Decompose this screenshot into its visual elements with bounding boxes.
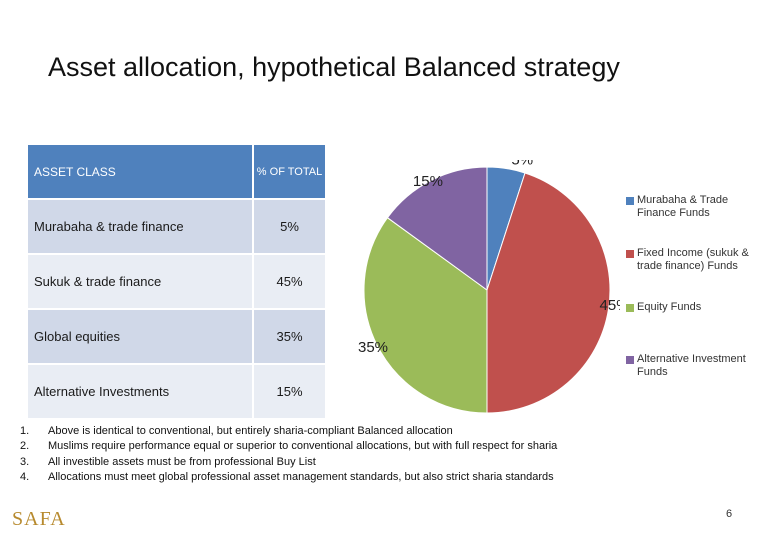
legend-swatch — [626, 197, 634, 205]
note-item: 3. All investible assets must be from pr… — [20, 455, 557, 470]
legend-item: Alternative Investment Funds — [626, 353, 759, 379]
legend-item: Murabaha & Trade Finance Funds — [626, 194, 759, 220]
pie-slice — [386, 166, 488, 291]
legend-label: Equity Funds — [637, 301, 702, 313]
slide-title: Asset allocation, hypothetical Balanced … — [48, 52, 620, 82]
pie-slice — [486, 172, 611, 414]
table-header-row: ASSET CLASS % OF TOTAL — [28, 145, 325, 199]
header-asset-class: ASSET CLASS — [28, 145, 254, 199]
note-item: 1. Above is identical to conventional, b… — [20, 424, 557, 439]
notes-list: 1. Above is identical to conventional, b… — [20, 424, 557, 485]
header-percent-of-total: % OF TOTAL — [253, 145, 325, 199]
legend-item: Fixed Income (sukuk & trade finance) Fun… — [626, 247, 759, 273]
note-text: Allocations must meet global professiona… — [48, 470, 554, 483]
legend-item: Equity Funds — [626, 301, 759, 314]
note-number: 2. — [20, 440, 30, 453]
legend-swatch — [626, 250, 634, 258]
asset-class-cell: Global equities — [28, 308, 254, 364]
legend-swatch — [626, 304, 634, 312]
legend-label: Fixed Income (sukuk & trade finance) Fun… — [637, 247, 749, 272]
legend-label: Murabaha & Trade Finance Funds — [637, 194, 729, 219]
note-number: 4. — [20, 470, 30, 483]
table-row: Global equities 35% — [28, 308, 325, 364]
pie-slice — [363, 217, 488, 414]
note-number: 3. — [20, 455, 30, 468]
slice-value-label: 15% — [413, 173, 443, 190]
safa-logo: SAFA — [12, 508, 66, 530]
note-text: Muslims require performance equal or sup… — [48, 440, 558, 453]
legend-label: Alternative Investment Funds — [637, 353, 746, 378]
percent-cell: 45% — [253, 253, 325, 309]
asset-class-cell: Sukuk & trade finance — [28, 253, 254, 309]
legend-swatch — [626, 356, 634, 364]
note-text: All investible assets must be from profe… — [48, 455, 316, 468]
slice-value-label: 45% — [600, 297, 620, 314]
page-number: 6 — [726, 508, 733, 520]
slice-value-label: 5% — [511, 160, 533, 169]
slice-value-label: 35% — [358, 339, 388, 356]
table-row: Sukuk & trade finance 45% — [28, 253, 325, 309]
percent-cell: 15% — [253, 363, 325, 418]
note-item: 4. Allocations must meet global professi… — [20, 470, 557, 485]
table-row: Alternative Investments 15% — [28, 363, 325, 418]
asset-class-cell: Alternative Investments — [28, 363, 254, 418]
allocation-table: ASSET CLASS % OF TOTAL Murabaha & trade … — [28, 145, 325, 418]
note-number: 1. — [20, 425, 30, 437]
asset-class-cell: Murabaha & trade finance — [28, 198, 254, 254]
note-item: 2. Muslims require performance equal or … — [20, 439, 557, 454]
table-row: Murabaha & trade finance 5% — [28, 198, 325, 254]
pie-chart: 5% 45% 35% 15% — [358, 160, 620, 414]
percent-cell: 35% — [253, 308, 325, 364]
percent-cell: 5% — [253, 198, 325, 254]
note-text: Above is identical to conventional, but … — [48, 425, 453, 437]
